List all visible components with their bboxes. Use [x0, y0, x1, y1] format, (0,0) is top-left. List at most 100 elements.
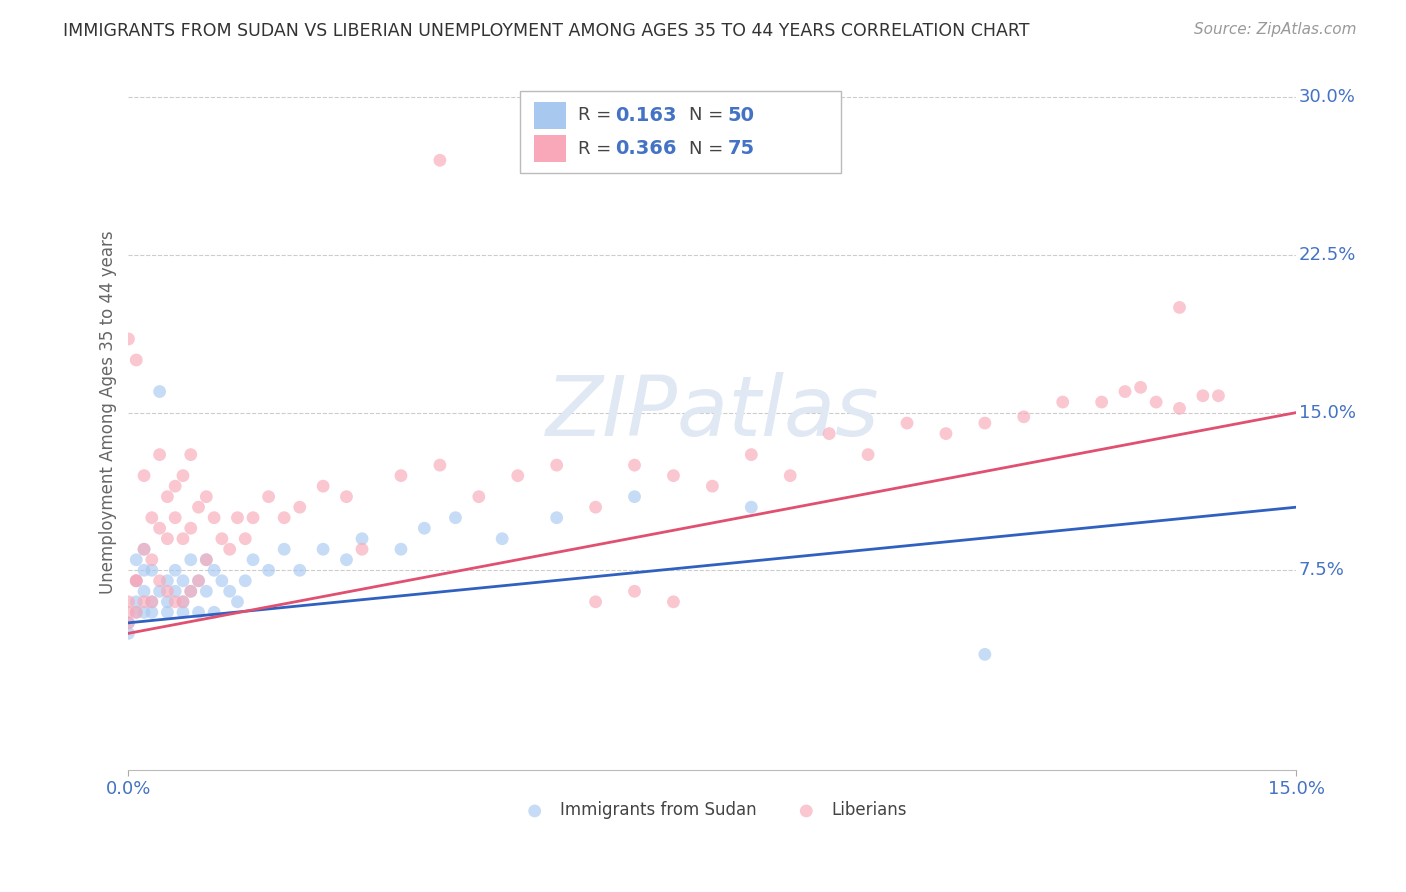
Point [149, 384, 172, 399]
Point [702, 479, 724, 493]
Point [172, 595, 194, 609]
Text: 15.0%: 15.0% [1299, 403, 1355, 422]
Point [141, 563, 163, 577]
Point [350, 542, 373, 557]
Point [1168, 401, 1191, 416]
Point [132, 468, 155, 483]
Point [218, 542, 240, 557]
Point [740, 500, 762, 515]
Point [132, 563, 155, 577]
Point [165, 479, 187, 493]
Point [242, 553, 264, 567]
Point [389, 542, 412, 557]
Point [117, 332, 139, 346]
Point [117, 615, 139, 630]
Point [149, 521, 172, 535]
Point [546, 510, 568, 524]
Point [156, 532, 179, 546]
Point [165, 584, 187, 599]
Point [1091, 395, 1114, 409]
Point [1168, 301, 1191, 315]
Point [132, 595, 155, 609]
Point [1012, 409, 1035, 424]
Point [117, 615, 139, 630]
Point [856, 448, 879, 462]
Point [1052, 395, 1074, 409]
Point [1208, 389, 1230, 403]
Point [233, 574, 256, 588]
Point [973, 416, 995, 430]
Point [156, 605, 179, 619]
Point [335, 490, 357, 504]
Point [172, 574, 194, 588]
Text: 75: 75 [727, 139, 755, 158]
Bar [534, 136, 567, 162]
Point [149, 574, 172, 588]
Point [506, 468, 529, 483]
Point [211, 574, 233, 588]
Point [195, 553, 218, 567]
Point [125, 574, 148, 588]
Point [779, 468, 801, 483]
Point [172, 532, 194, 546]
Point [202, 563, 225, 577]
Point [1144, 395, 1167, 409]
Point [623, 490, 645, 504]
Text: N =: N = [689, 140, 730, 158]
Point [156, 574, 179, 588]
Text: 22.5%: 22.5% [1299, 246, 1355, 264]
Point [125, 574, 148, 588]
Point [195, 553, 218, 567]
Point [180, 448, 202, 462]
Point [132, 584, 155, 599]
Point [187, 500, 209, 515]
Point [546, 458, 568, 472]
Point [125, 595, 148, 609]
Point [141, 595, 163, 609]
Point [1114, 384, 1136, 399]
Point [242, 510, 264, 524]
Point [429, 153, 451, 168]
Text: IMMIGRANTS FROM SUDAN VS LIBERIAN UNEMPLOYMENT AMONG AGES 35 TO 44 YEARS CORRELA: IMMIGRANTS FROM SUDAN VS LIBERIAN UNEMPL… [63, 22, 1029, 40]
Point [125, 574, 148, 588]
Point [141, 595, 163, 609]
Point [125, 553, 148, 567]
Point [195, 490, 218, 504]
Text: 30.0%: 30.0% [1299, 88, 1355, 106]
Text: 50: 50 [727, 105, 755, 125]
Text: 0.366: 0.366 [616, 139, 676, 158]
Point [180, 521, 202, 535]
Point [187, 574, 209, 588]
Point [180, 584, 202, 599]
Point [202, 510, 225, 524]
Point [226, 595, 249, 609]
Text: Source: ZipAtlas.com: Source: ZipAtlas.com [1194, 22, 1357, 37]
Point [202, 605, 225, 619]
Point [257, 490, 280, 504]
Point [257, 563, 280, 577]
Point [180, 553, 202, 567]
Point [125, 605, 148, 619]
Point [172, 605, 194, 619]
Point [312, 542, 335, 557]
Point [935, 426, 957, 441]
Point [172, 468, 194, 483]
Point [211, 532, 233, 546]
Point [896, 416, 918, 430]
Text: 0.163: 0.163 [616, 105, 676, 125]
Point [117, 605, 139, 619]
Point [662, 595, 685, 609]
Point [1192, 389, 1215, 403]
Point [973, 648, 995, 662]
Point [156, 595, 179, 609]
Point [165, 510, 187, 524]
Point [165, 563, 187, 577]
Point [125, 605, 148, 619]
Point [444, 510, 467, 524]
Point [468, 490, 491, 504]
Point [429, 458, 451, 472]
Point [413, 521, 436, 535]
Point [132, 605, 155, 619]
Point [623, 458, 645, 472]
Point [585, 500, 607, 515]
